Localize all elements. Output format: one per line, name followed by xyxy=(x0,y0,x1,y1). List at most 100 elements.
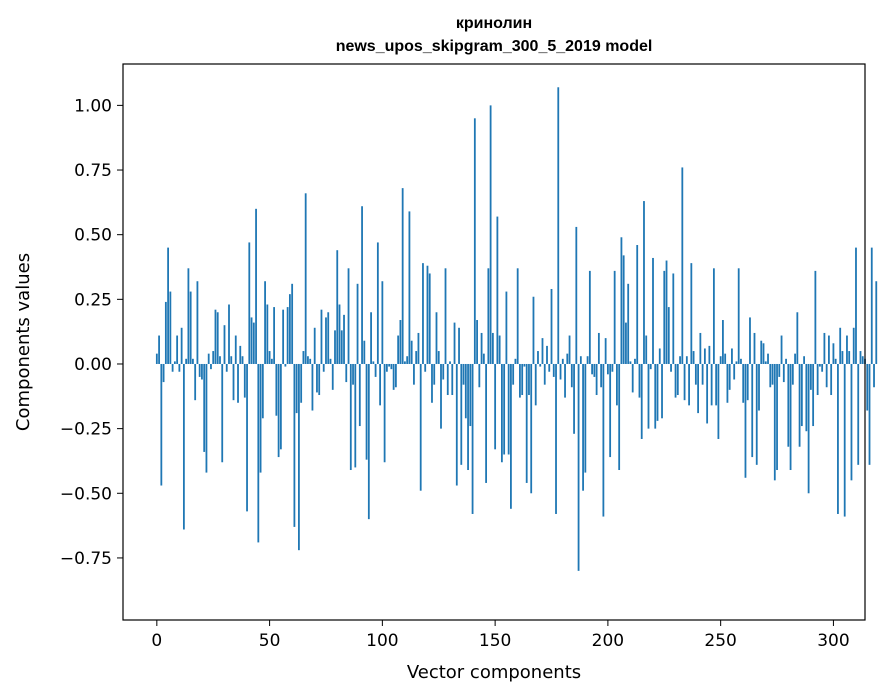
bar xyxy=(266,304,269,364)
bar xyxy=(843,363,846,517)
bar xyxy=(857,363,860,465)
bar xyxy=(600,363,603,388)
bar xyxy=(374,363,377,377)
bar xyxy=(446,363,449,396)
bar xyxy=(261,363,264,419)
bar xyxy=(160,363,163,486)
bar xyxy=(453,322,456,364)
bar xyxy=(742,363,745,403)
bar xyxy=(588,270,591,364)
bar xyxy=(478,363,481,388)
bar xyxy=(482,353,485,364)
bar xyxy=(284,363,287,367)
bar xyxy=(325,317,327,364)
bar xyxy=(232,363,235,401)
bar xyxy=(367,363,370,520)
bar xyxy=(706,363,709,424)
bar xyxy=(243,363,246,398)
bar xyxy=(304,193,307,364)
bar xyxy=(834,358,837,364)
bar xyxy=(408,211,411,364)
bar xyxy=(437,351,440,364)
bar xyxy=(372,361,375,364)
bar xyxy=(185,358,188,364)
bar xyxy=(764,361,767,364)
bar xyxy=(485,363,487,483)
bar xyxy=(667,307,670,364)
bar xyxy=(334,330,336,364)
bar xyxy=(365,363,368,460)
bar xyxy=(676,363,679,396)
chart-subtitle: news_upos_skipgram_300_5_2019 model xyxy=(336,38,653,55)
x-tick-label: 50 xyxy=(259,631,281,651)
bar xyxy=(442,363,445,380)
bar xyxy=(609,363,612,458)
bar xyxy=(223,325,226,364)
bar xyxy=(241,356,244,364)
bar xyxy=(451,363,454,396)
bar xyxy=(564,363,566,398)
bar xyxy=(803,356,805,364)
bar xyxy=(469,363,472,427)
bar xyxy=(173,361,176,364)
bar xyxy=(579,356,582,364)
bar xyxy=(286,307,289,364)
bar xyxy=(654,363,657,429)
bar xyxy=(557,87,560,364)
bar xyxy=(514,358,517,364)
bar xyxy=(336,250,339,364)
bar xyxy=(401,188,404,364)
bar xyxy=(758,363,760,411)
bar xyxy=(724,353,727,364)
x-tick-label: 100 xyxy=(366,631,398,651)
y-tick-label: 0.50 xyxy=(74,226,112,246)
bar xyxy=(507,363,510,455)
bar xyxy=(618,363,621,471)
bar xyxy=(708,345,711,364)
bar xyxy=(561,358,564,364)
bar xyxy=(288,294,291,364)
bar xyxy=(733,363,736,380)
bar xyxy=(399,320,402,364)
bar xyxy=(640,363,643,439)
bar xyxy=(471,363,474,514)
bar xyxy=(546,345,548,364)
bar xyxy=(519,363,521,398)
bar xyxy=(155,353,158,364)
bar xyxy=(298,363,300,551)
bar xyxy=(428,273,431,364)
bar xyxy=(282,309,285,364)
bar xyxy=(670,363,672,372)
bar xyxy=(737,268,740,364)
bar xyxy=(661,363,663,419)
bar xyxy=(318,363,321,396)
bar xyxy=(489,105,492,364)
bar xyxy=(307,356,309,364)
bar xyxy=(279,363,282,450)
bar xyxy=(627,283,630,364)
bar xyxy=(212,351,215,364)
bar xyxy=(771,363,774,385)
bar xyxy=(440,363,442,429)
bar xyxy=(812,363,815,427)
bar xyxy=(268,351,271,364)
bar xyxy=(552,363,555,377)
bar xyxy=(767,353,769,364)
bar xyxy=(415,351,418,364)
bar xyxy=(731,348,733,364)
bar xyxy=(611,363,614,372)
bar xyxy=(257,363,260,543)
bar xyxy=(785,358,787,364)
bar xyxy=(201,363,203,380)
bar xyxy=(855,247,857,364)
bar xyxy=(388,363,391,367)
bar xyxy=(550,288,553,364)
bar xyxy=(433,363,436,385)
bar xyxy=(302,351,305,364)
bar xyxy=(735,361,738,364)
y-axis-label: Components values xyxy=(13,253,34,431)
bar xyxy=(358,363,361,427)
bar xyxy=(221,363,224,463)
bar xyxy=(839,327,842,364)
bar xyxy=(780,335,783,364)
